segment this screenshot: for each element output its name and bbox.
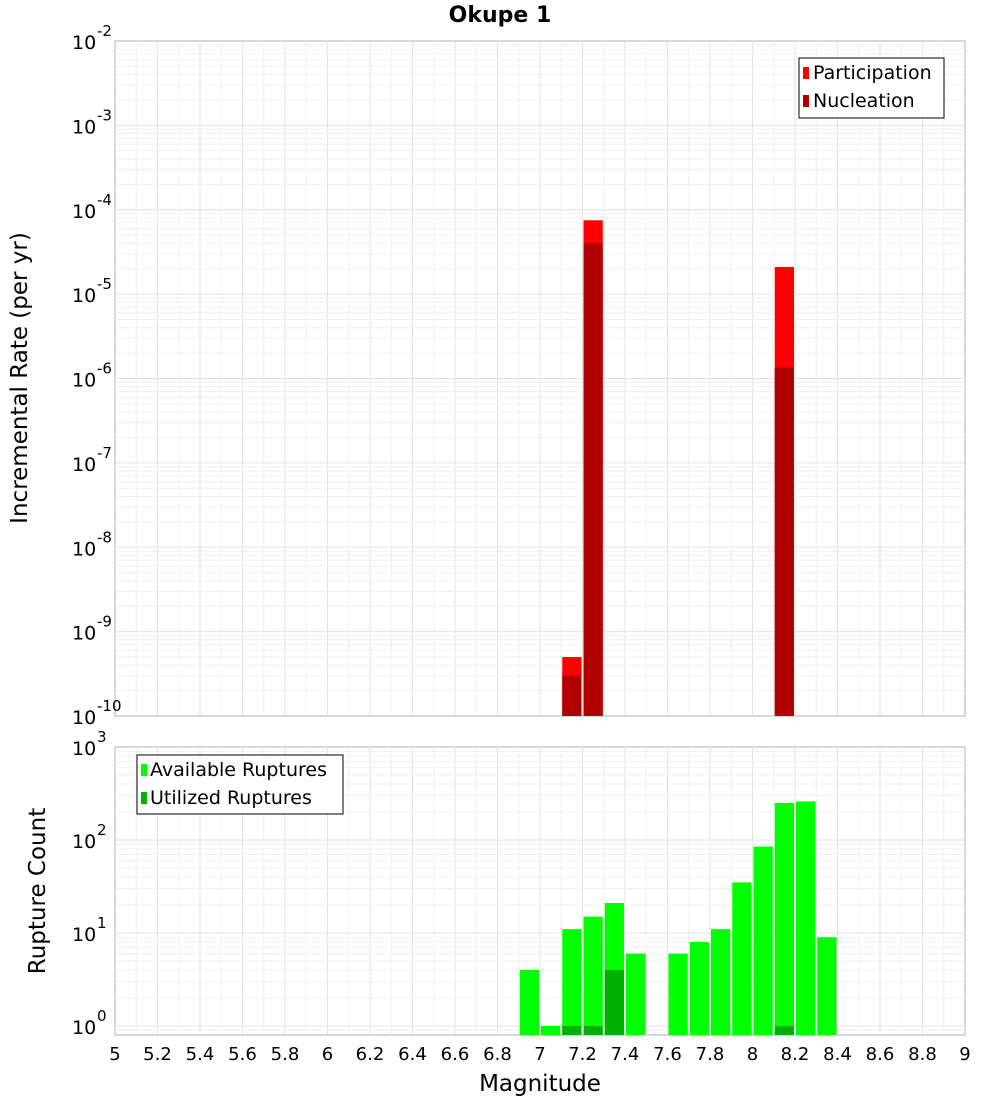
x-tick-label: 8.6 [866,1044,895,1065]
bar-available-ruptures [583,916,603,1035]
x-tick-label: 6.8 [483,1044,512,1065]
bar-utilized-ruptures [604,969,624,1035]
bar-utilized-ruptures [562,1025,582,1035]
x-tick-label: 7.6 [653,1044,682,1065]
bar-available-ruptures [519,969,539,1035]
bottom-legend-box [136,754,344,815]
y-tick-exponent: -6 [97,360,112,378]
x-tick-label: 7 [534,1044,545,1065]
top-grid [115,41,965,716]
top-y-axis-label: Incremental Rate (per yr) [7,232,33,524]
bar-available-ruptures [817,937,837,1035]
y-tick-label: 10 [72,1017,96,1039]
bar-available-ruptures [541,1025,561,1035]
chart-title: Okupe 1 [449,3,552,28]
bar-available-ruptures [753,846,773,1035]
x-tick-label: 8 [747,1044,758,1065]
y-tick-label: 10 [72,32,96,54]
y-tick-exponent: -7 [97,444,112,462]
y-tick-label: 10 [72,285,96,307]
x-tick-labels: 5 5.2 5.4 5.6 5.8 6 6.2 6.4 6.6 6.8 7 7.2 7.4 7.6 7.8 8… [109,1044,970,1065]
x-tick-label: 5 [109,1044,120,1065]
x-tick-label: 8.4 [823,1044,852,1065]
bar-nucleation [583,243,603,717]
bottom-legend: Available Ruptures Utilized Ruptures [136,754,344,815]
bar-nucleation [774,367,794,716]
x-tick-label: 7.2 [568,1044,597,1065]
y-tick-exponent: -10 [97,697,122,715]
x-tick-label: 6.2 [356,1044,385,1065]
y-tick-exponent: -8 [97,528,112,546]
y-tick-exponent: -5 [97,275,112,293]
y-tick-label: 10 [72,831,96,853]
legend-label-nucleation: Nucleation [813,90,915,112]
y-tick-label: 10 [72,201,96,223]
bar-available-ruptures [732,882,752,1035]
bar-available-ruptures [796,801,816,1035]
top-bars [562,220,794,717]
x-tick-label: 6.4 [398,1044,427,1065]
y-tick-exponent: -4 [97,191,112,209]
bar-available-ruptures [562,929,582,1035]
legend-label-participation: Participation [813,62,932,84]
x-tick-label: 7.8 [696,1044,725,1065]
x-tick-label: 8.2 [781,1044,810,1065]
legend-swatch-participation [803,67,809,79]
bar-available-ruptures [668,953,688,1035]
bar-utilized-ruptures [583,1025,603,1035]
legend-label-utilized-ruptures: Utilized Ruptures [150,787,312,809]
x-tick-label: 5.4 [186,1044,215,1065]
y-tick-exponent: -2 [97,22,112,40]
bar-available-ruptures [711,929,731,1035]
y-tick-label: 10 [72,738,96,760]
y-tick-label: 10 [72,116,96,138]
y-tick-label: 10 [72,623,96,645]
bar-utilized-ruptures [774,1025,794,1035]
x-axis-label: Magnitude [479,1071,601,1097]
legend-swatch-utilized [141,792,147,804]
y-tick-exponent: 2 [97,821,107,839]
legend-label-available-ruptures: Available Ruptures [150,759,327,781]
y-tick-exponent: -9 [97,613,112,631]
top-legend-box [798,57,945,119]
y-tick-exponent: 1 [97,914,107,932]
y-tick-exponent: 3 [97,728,107,746]
y-tick-exponent: -3 [97,106,112,124]
top-legend: Participation Nucleation [798,57,945,119]
x-tick-label: 6.6 [441,1044,470,1065]
bottom-y-axis-label: Rupture Count [25,808,51,974]
y-tick-label: 10 [72,370,96,392]
y-tick-exponent: 0 [97,1007,107,1025]
x-tick-label: 7.4 [611,1044,640,1065]
y-tick-label: 10 [72,707,96,729]
y-tick-label: 10 [72,924,96,946]
x-tick-label: 5.6 [228,1044,257,1065]
legend-swatch-nucleation [803,95,809,107]
bar-available-ruptures [689,942,709,1035]
x-tick-label: 6 [322,1044,333,1065]
y-tick-label: 10 [72,538,96,560]
bar-available-ruptures [774,802,794,1035]
y-tick-label: 10 [72,454,96,476]
bar-available-ruptures [626,953,646,1035]
x-tick-label: 5.8 [271,1044,300,1065]
legend-swatch-available [141,764,147,776]
x-tick-label: 5.2 [143,1044,172,1065]
x-tick-label: 8.8 [908,1044,937,1065]
bottom-bars [519,801,837,1035]
x-tick-label: 9 [959,1044,970,1065]
bar-nucleation [562,675,582,716]
